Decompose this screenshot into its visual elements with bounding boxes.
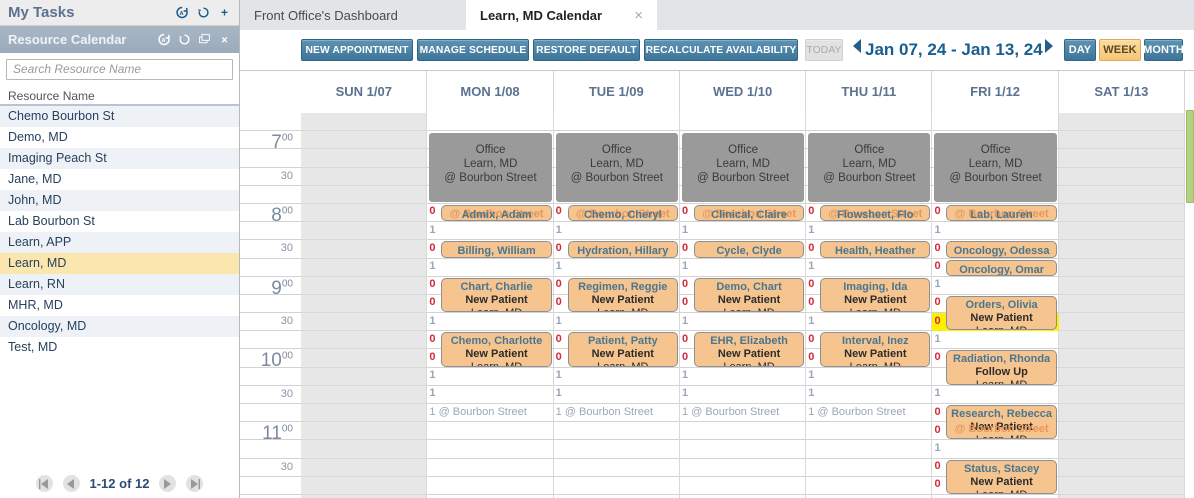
svg-text:+: + bbox=[221, 6, 228, 19]
svg-text:A: A bbox=[179, 11, 183, 17]
svg-text:A: A bbox=[161, 38, 165, 44]
svg-text:×: × bbox=[221, 34, 227, 46]
